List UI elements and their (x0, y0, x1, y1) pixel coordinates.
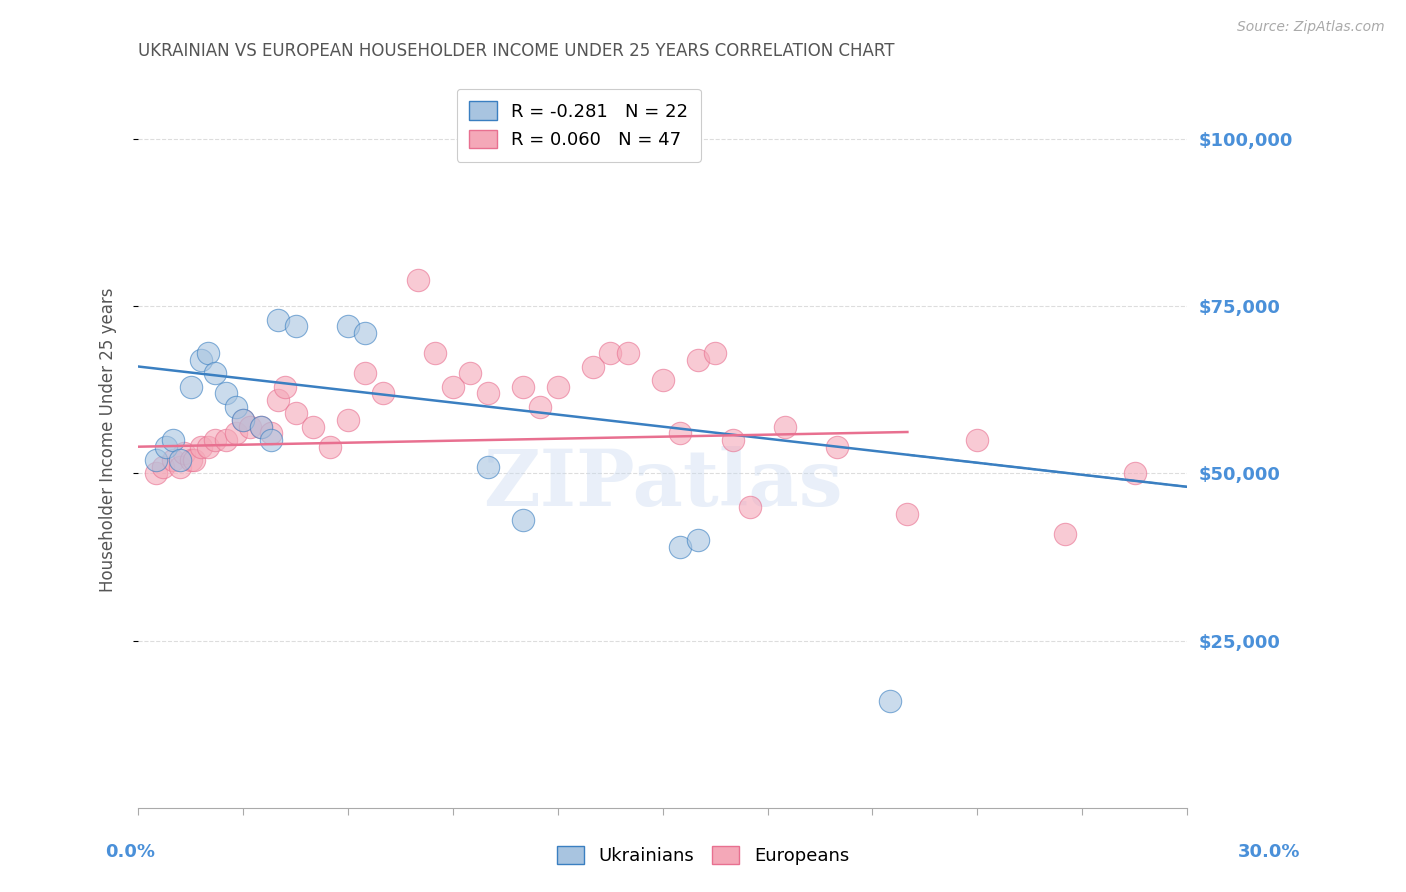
Text: Source: ZipAtlas.com: Source: ZipAtlas.com (1237, 20, 1385, 34)
Point (827, 440, 849, 454)
Point (214, 433, 236, 447)
Point (460, 366, 482, 380)
Point (599, 346, 621, 360)
Point (879, 694, 901, 708)
Point (406, 272, 429, 286)
Point (214, 386, 236, 401)
Point (477, 386, 499, 401)
Point (232, 413, 254, 427)
Point (704, 346, 727, 360)
Point (155, 440, 177, 454)
Point (284, 406, 307, 420)
Point (239, 419, 262, 434)
Point (686, 352, 709, 367)
Point (260, 426, 283, 441)
Point (249, 419, 271, 434)
Point (651, 373, 673, 387)
Point (162, 453, 184, 467)
Point (336, 319, 359, 334)
Point (302, 419, 325, 434)
Point (197, 440, 219, 454)
Point (180, 453, 202, 467)
Point (152, 459, 174, 474)
Point (669, 426, 692, 441)
Point (267, 312, 290, 326)
Point (190, 352, 212, 367)
Point (354, 326, 377, 340)
Point (738, 500, 761, 514)
Point (669, 540, 692, 554)
Point (354, 366, 377, 380)
Point (1053, 526, 1076, 541)
Point (336, 413, 359, 427)
Point (173, 446, 195, 460)
Point (721, 433, 744, 447)
Point (319, 440, 342, 454)
Point (529, 400, 551, 414)
Point (169, 453, 191, 467)
Point (225, 400, 247, 414)
Point (267, 392, 290, 407)
Point (204, 366, 226, 380)
Point (232, 413, 254, 427)
Point (204, 433, 226, 447)
Point (512, 379, 534, 393)
Point (180, 379, 202, 393)
Point (441, 379, 464, 393)
Point (225, 426, 247, 441)
Y-axis label: Householder Income Under 25 years: Householder Income Under 25 years (100, 288, 117, 592)
Point (169, 459, 191, 474)
Point (274, 379, 297, 393)
Point (145, 453, 167, 467)
Point (371, 386, 394, 401)
Point (249, 419, 271, 434)
Text: 0.0%: 0.0% (105, 843, 156, 861)
Point (896, 507, 918, 521)
Point (145, 467, 167, 481)
Point (162, 433, 184, 447)
Point (190, 440, 212, 454)
Point (284, 319, 307, 334)
Legend: R = -0.281   N = 22, R = 0.060   N = 47: R = -0.281 N = 22, R = 0.060 N = 47 (457, 89, 700, 161)
Point (1123, 467, 1146, 481)
Point (582, 359, 605, 374)
Point (547, 379, 569, 393)
Point (260, 433, 283, 447)
Text: UKRAINIAN VS EUROPEAN HOUSEHOLDER INCOME UNDER 25 YEARS CORRELATION CHART: UKRAINIAN VS EUROPEAN HOUSEHOLDER INCOME… (138, 42, 894, 60)
Legend: Ukrainians, Europeans: Ukrainians, Europeans (550, 838, 856, 872)
Text: ZIPatlas: ZIPatlas (482, 446, 842, 522)
Point (616, 346, 638, 360)
Point (477, 459, 499, 474)
Point (197, 346, 219, 360)
Point (183, 453, 205, 467)
Point (686, 533, 709, 548)
Point (425, 346, 447, 360)
Point (773, 419, 796, 434)
Point (512, 513, 534, 527)
Point (966, 433, 988, 447)
Text: 30.0%: 30.0% (1239, 843, 1301, 861)
